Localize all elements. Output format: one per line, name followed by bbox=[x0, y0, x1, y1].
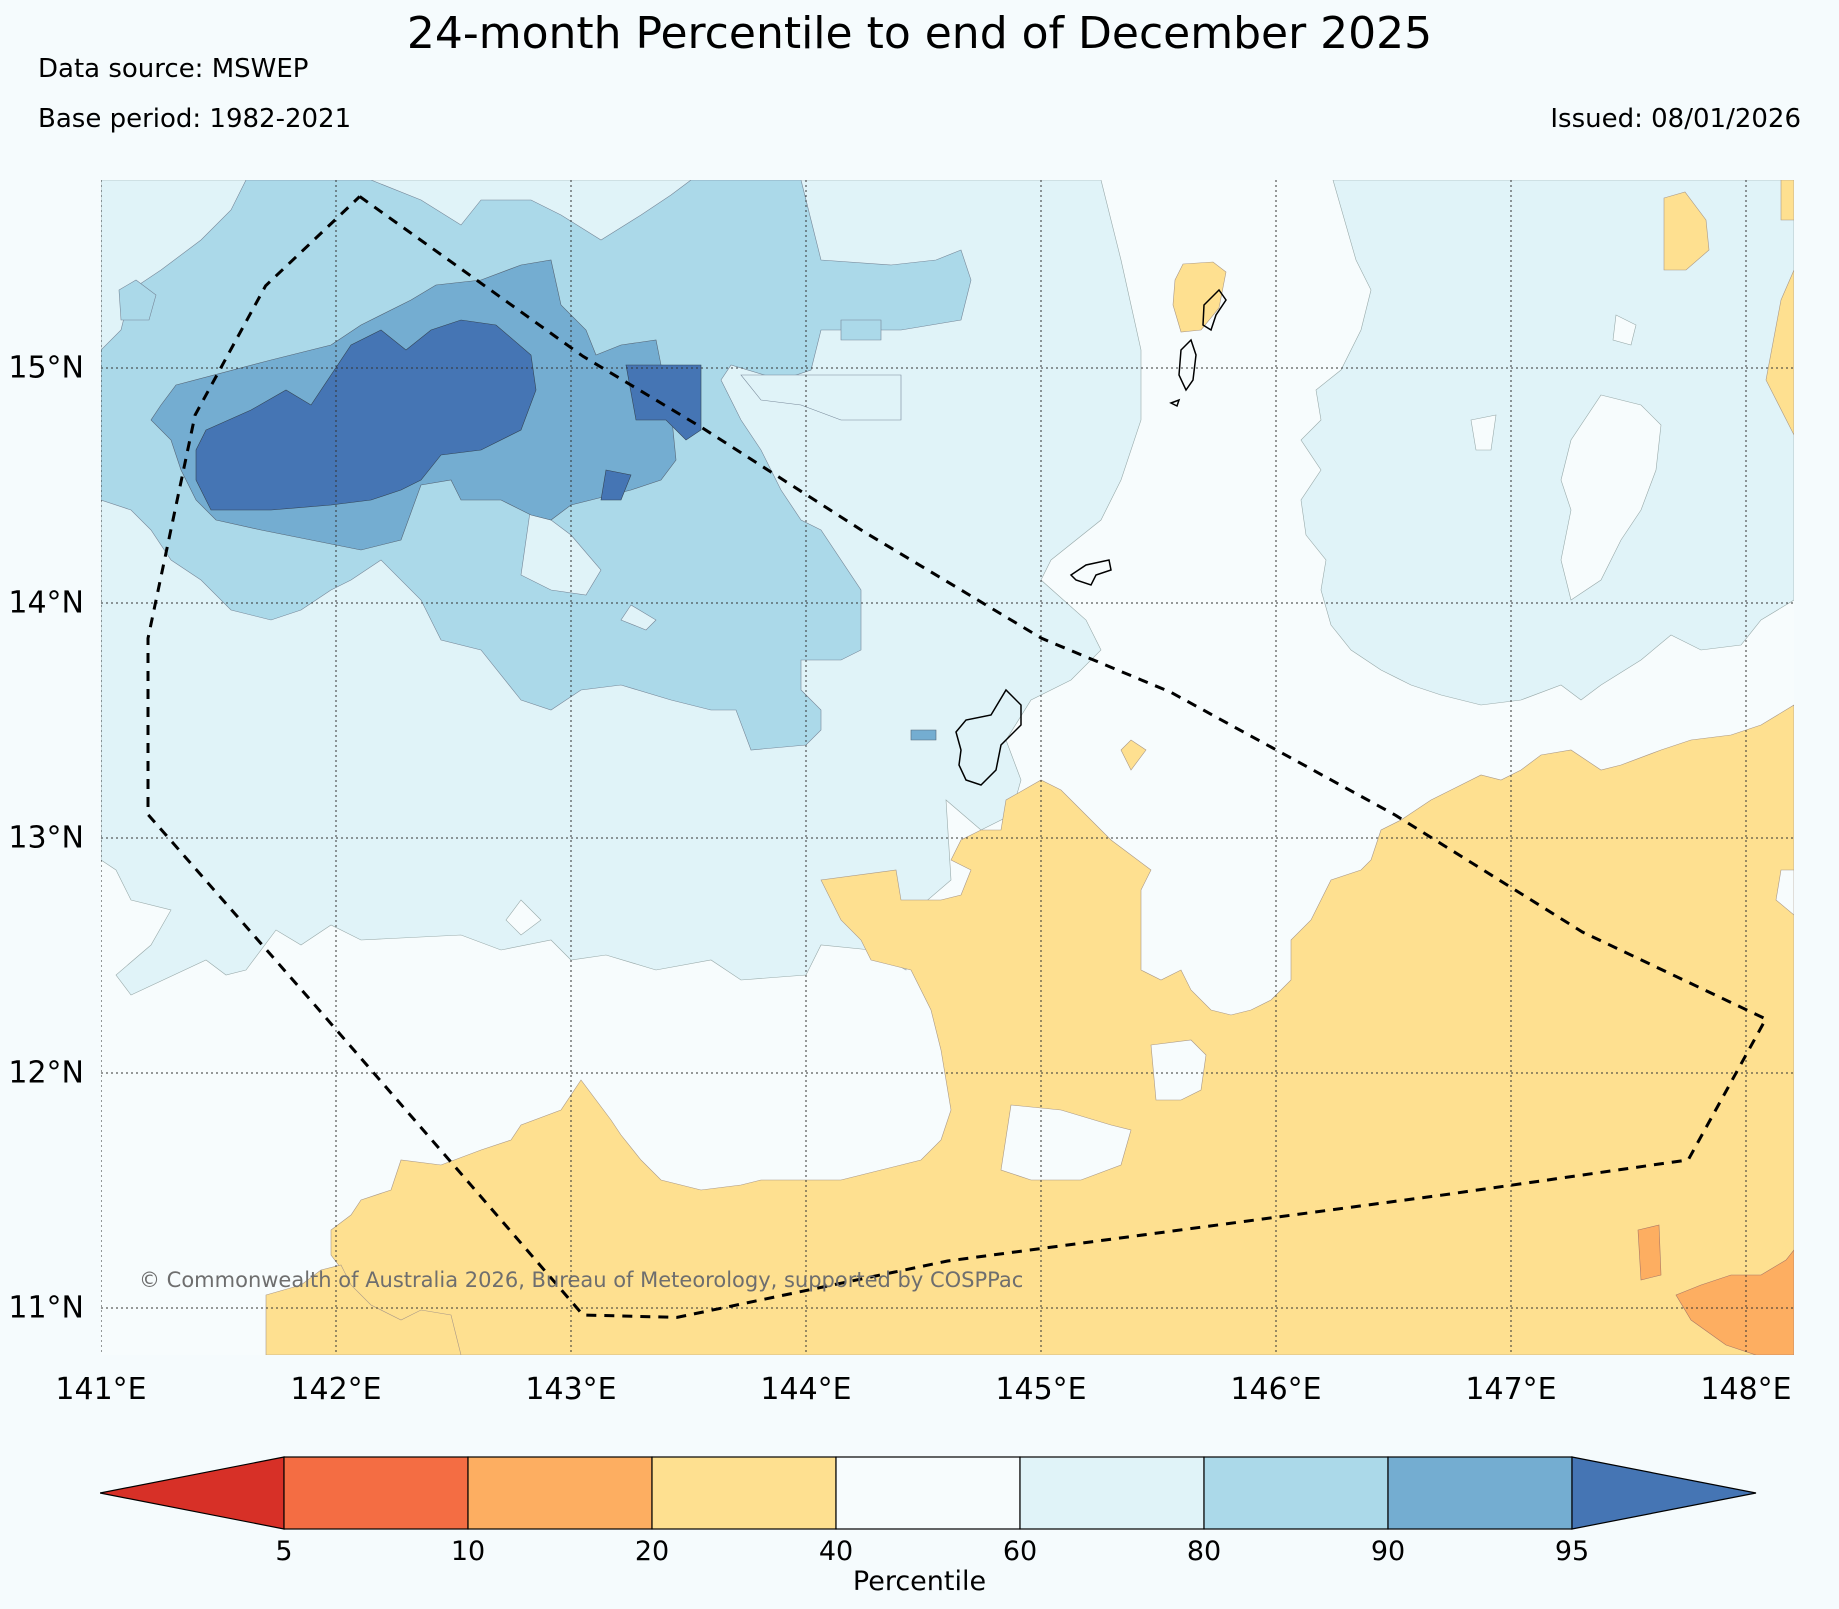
cbar-seg-below-5 bbox=[100, 1456, 285, 1530]
band-60-80-holes bbox=[520, 374, 902, 631]
lon-label-142: 142°E bbox=[290, 1372, 382, 1407]
lon-label-148: 148°E bbox=[1700, 1372, 1792, 1407]
region-90-95-south bbox=[910, 729, 937, 741]
lat-label-15: 15°N bbox=[8, 350, 84, 386]
colorbar bbox=[100, 1456, 1757, 1530]
region-20-40-ne-edge bbox=[1780, 180, 1794, 221]
chart-title: 24-month Percentile to end of December 2… bbox=[406, 8, 1433, 59]
lonlat-grid bbox=[101, 180, 1794, 1355]
band-10-20 bbox=[1637, 1224, 1794, 1355]
percentile-map bbox=[101, 180, 1794, 1355]
region-40-60-hole-g bbox=[1000, 1104, 1132, 1181]
rota-coastline bbox=[1069, 559, 1112, 586]
cbar-tick-10: 10 bbox=[450, 1536, 486, 1567]
cbar-tick-95: 95 bbox=[1554, 1536, 1590, 1567]
data-source: Data source: MSWEP bbox=[38, 54, 309, 84]
lon-label-145: 145°E bbox=[995, 1372, 1087, 1407]
cbar-seg-5-10 bbox=[283, 1456, 469, 1530]
region-20-40-sw bbox=[265, 1264, 462, 1355]
region-40-60-hole-a bbox=[1560, 394, 1662, 601]
band-20-40 bbox=[265, 180, 1794, 1355]
region-above-95-dot bbox=[600, 469, 632, 501]
cbar-tick-90: 90 bbox=[1370, 1536, 1406, 1567]
band-40-60-orange-holes bbox=[1000, 869, 1794, 1181]
lon-label-143: 143°E bbox=[525, 1372, 617, 1407]
lat-label-12: 12°N bbox=[8, 1055, 84, 1091]
cbar-tick-5: 5 bbox=[275, 1536, 293, 1567]
tinian-coastline bbox=[1178, 338, 1197, 392]
lon-label-144: 144°E bbox=[760, 1372, 852, 1407]
colorbar-label: Percentile bbox=[852, 1566, 987, 1597]
issued-date: Issued: 08/01/2026 bbox=[1550, 104, 1801, 134]
eez-boundary bbox=[146, 195, 1768, 1319]
base-period: Base period: 1982-2021 bbox=[38, 104, 352, 134]
region-40-60-hole-h bbox=[1775, 869, 1794, 916]
region-40-60-hole-b bbox=[1470, 414, 1497, 451]
coastlines bbox=[955, 288, 1227, 786]
cbar-seg-40-60 bbox=[835, 1456, 1021, 1530]
region-60-80-hole-c bbox=[620, 604, 657, 631]
region-20-40-saipan bbox=[1172, 261, 1227, 333]
region-20-40-south bbox=[330, 704, 1794, 1355]
lat-label-11: 11°N bbox=[8, 1290, 84, 1326]
region-40-60-hole-e bbox=[505, 899, 542, 936]
band-40-60-holes bbox=[505, 314, 1662, 936]
region-40-60-hole-f bbox=[1150, 1039, 1207, 1101]
lon-label-147: 147°E bbox=[1465, 1372, 1557, 1407]
lon-label-141: 141°E bbox=[55, 1372, 147, 1407]
lat-label-14: 14°N bbox=[8, 585, 84, 621]
lon-label-146: 146°E bbox=[1230, 1372, 1322, 1407]
region-40-60-hole-c bbox=[1612, 314, 1637, 346]
lat-label-13: 13°N bbox=[8, 820, 84, 856]
region-80-90-ne-blob bbox=[840, 319, 882, 341]
region-60-80-east bbox=[1300, 180, 1794, 706]
region-20-40-blob-a bbox=[1120, 739, 1147, 771]
cbar-tick-20: 20 bbox=[634, 1536, 670, 1567]
region-20-40-ne bbox=[1663, 191, 1710, 271]
copyright-notice: © Commonwealth of Australia 2026, Bureau… bbox=[139, 1268, 1024, 1292]
saipan-coastline bbox=[1202, 288, 1227, 332]
region-20-40-e-edge bbox=[1765, 269, 1794, 436]
region-60-80-hole-a bbox=[740, 374, 902, 421]
cbar-tick-80: 80 bbox=[1186, 1536, 1222, 1567]
guam-coastline bbox=[955, 688, 1022, 786]
region-80-90-nw-blob bbox=[118, 279, 157, 321]
cbar-tick-40: 40 bbox=[818, 1536, 854, 1567]
region-10-20-blob bbox=[1637, 1224, 1662, 1281]
cbar-tick-60: 60 bbox=[1002, 1536, 1038, 1567]
aguijan-coastline bbox=[1169, 398, 1181, 408]
cbar-seg-60-80 bbox=[1019, 1456, 1205, 1530]
cbar-seg-10-20 bbox=[467, 1456, 653, 1530]
region-10-20-se bbox=[1675, 1249, 1794, 1355]
region-above-95-east bbox=[625, 364, 702, 441]
cbar-seg-90-95 bbox=[1387, 1456, 1573, 1530]
cbar-seg-20-40 bbox=[651, 1456, 837, 1530]
cbar-seg-80-90 bbox=[1203, 1456, 1389, 1530]
cbar-seg-above-95 bbox=[1571, 1456, 1757, 1530]
